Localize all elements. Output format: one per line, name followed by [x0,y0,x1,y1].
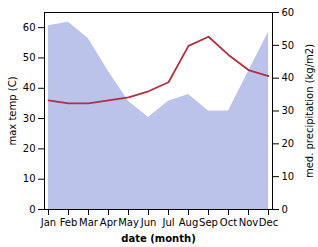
svg-text:0: 0 [29,204,35,215]
svg-text:Jun: Jun [140,217,157,228]
svg-text:30: 30 [23,113,36,124]
svg-text:30: 30 [282,105,295,116]
svg-text:40: 40 [282,72,295,83]
svg-text:Jan: Jan [40,217,56,228]
svg-text:Feb: Feb [60,217,78,228]
svg-text:20: 20 [23,143,36,154]
svg-text:date (month): date (month) [121,233,195,244]
svg-text:40: 40 [23,82,36,93]
svg-text:Nov: Nov [239,217,259,228]
svg-text:10: 10 [23,173,36,184]
svg-text:0: 0 [282,204,288,215]
svg-text:10: 10 [282,171,295,182]
svg-text:60: 60 [282,7,295,18]
svg-text:Oct: Oct [220,217,237,228]
svg-text:Dec: Dec [259,217,278,228]
svg-text:Jul: Jul [161,217,174,228]
svg-text:Mar: Mar [79,217,99,228]
svg-text:May: May [118,217,139,228]
svg-text:max temp (C): max temp (C) [7,76,18,145]
svg-text:Sep: Sep [199,217,218,228]
svg-text:50: 50 [23,52,36,63]
svg-text:Apr: Apr [100,217,118,228]
svg-text:Aug: Aug [179,217,199,228]
svg-text:med. precipitation (kg/m2): med. precipitation (kg/m2) [304,44,315,178]
svg-text:60: 60 [23,22,36,33]
svg-text:20: 20 [282,138,295,149]
svg-text:50: 50 [282,40,295,51]
